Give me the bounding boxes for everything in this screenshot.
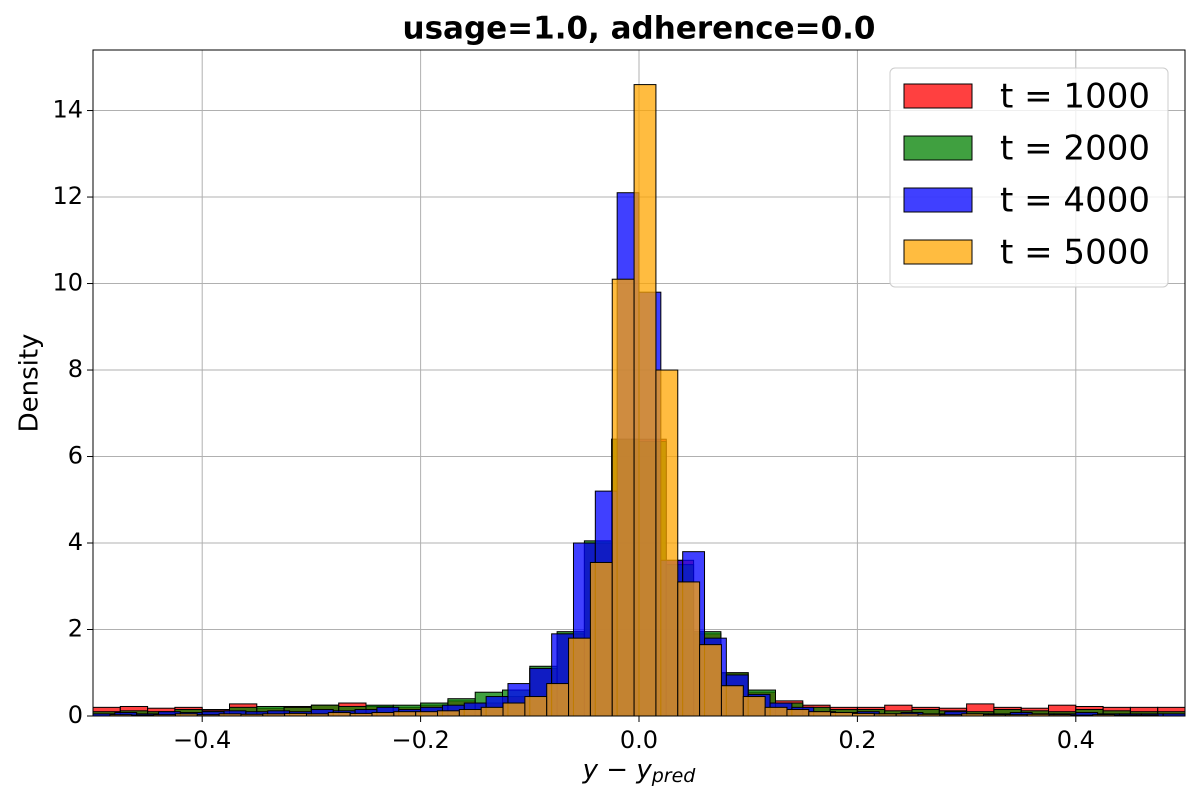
y-tick-label: 0: [68, 701, 83, 729]
legend-swatch: [903, 239, 973, 265]
legend-label: t = 4000: [1000, 181, 1150, 221]
histogram-bar: [633, 84, 657, 716]
histogram-bar: [458, 709, 482, 716]
legend-box: [889, 67, 1169, 288]
legend-swatch: [903, 187, 973, 213]
histogram-bar: [720, 685, 744, 716]
y-tick-label: 8: [68, 355, 83, 383]
legend-label: t = 5000: [1000, 233, 1150, 273]
x-tick-label: 0.2: [838, 726, 876, 754]
x-axis-label: y − ypred: [582, 755, 697, 787]
histogram-bar: [546, 683, 570, 716]
histogram-bar: [808, 711, 832, 716]
histogram-bar: [415, 711, 439, 716]
legend-swatch: [903, 83, 973, 109]
plot-area: [93, 84, 1185, 716]
y-tick-label: 12: [52, 182, 83, 210]
histogram-bar: [611, 278, 635, 716]
y-tick-label: 4: [68, 528, 83, 556]
histogram-bar: [655, 369, 679, 716]
histogram-bar: [393, 711, 417, 716]
y-tick-label: 2: [68, 615, 83, 643]
chart-title: usage=1.0, adherence=0.0: [403, 11, 876, 47]
legend-label: t = 1000: [1000, 77, 1150, 117]
histogram-bar: [677, 581, 701, 716]
histogram-bar: [568, 637, 591, 716]
histogram-bar: [502, 702, 526, 716]
x-tick-label: −0.4: [173, 726, 231, 754]
histogram-bar: [699, 644, 722, 716]
x-tick-label: 0.0: [620, 726, 658, 754]
histogram-bar: [327, 712, 351, 716]
histogram-bar: [589, 561, 613, 716]
histogram-bar: [786, 709, 810, 716]
histogram-bar: [480, 706, 504, 716]
plot-frame: [92, 49, 1186, 717]
histogram-bar: [524, 696, 548, 716]
histogram-bar: [742, 696, 766, 716]
y-tick-label: 14: [52, 96, 83, 124]
x-tick-label: 0.4: [1057, 726, 1095, 754]
x-tick-label: −0.2: [391, 726, 449, 754]
x-label-subscript: pred: [651, 765, 697, 787]
legend-swatch: [903, 135, 973, 161]
histogram-bar: [437, 710, 460, 716]
histogram-bar: [830, 712, 853, 716]
y-tick-label: 6: [68, 442, 83, 470]
histogram-bar: [371, 712, 395, 716]
legend-label: t = 2000: [1000, 129, 1150, 169]
y-tick-label: 10: [52, 269, 83, 297]
histogram-bar: [764, 706, 788, 716]
x-label-main: y − y: [582, 755, 653, 785]
y-axis-label: Density: [15, 334, 45, 433]
